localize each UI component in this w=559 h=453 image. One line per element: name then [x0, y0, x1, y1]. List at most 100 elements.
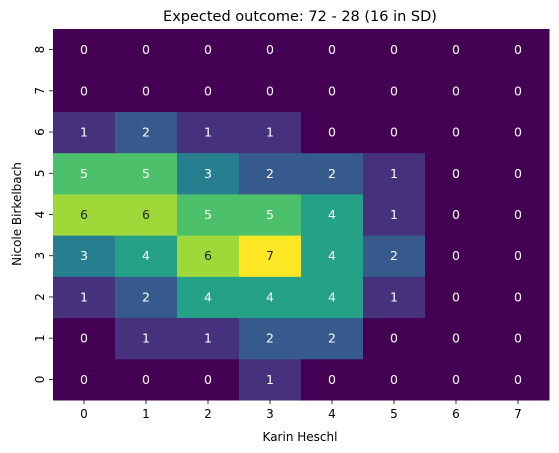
y-tick-label: 6: [33, 128, 47, 136]
y-tick-label: 4: [33, 211, 47, 219]
heatmap-cell-label: 5: [80, 166, 88, 181]
heatmap-cell-label: 1: [80, 125, 88, 140]
heatmap-cell: [301, 111, 364, 154]
heatmap-cell: [425, 276, 488, 319]
heatmap-cell-label: 0: [514, 125, 522, 140]
heatmap-cell: [53, 235, 116, 277]
heatmap-cell: [487, 235, 550, 277]
heatmap-cell-label: 0: [328, 42, 336, 57]
heatmap-cell: [239, 358, 302, 401]
heatmap-cell-label: 2: [142, 125, 150, 140]
heatmap-cell-label: 0: [452, 166, 460, 181]
heatmap-cell: [239, 276, 302, 319]
heatmap-cell-label: 0: [80, 331, 88, 346]
x-tick-label: 1: [142, 407, 150, 421]
heatmap-cell: [363, 70, 426, 112]
heatmap-cell: [53, 152, 116, 195]
heatmap-cell: [487, 70, 550, 112]
heatmap-cell: [363, 193, 426, 236]
heatmap-cell: [301, 276, 364, 319]
heatmap-cell: [177, 70, 240, 112]
y-tick-label: 8: [33, 46, 47, 54]
heatmap-cell: [301, 235, 364, 277]
heatmap-cell-label: 1: [390, 166, 398, 181]
heatmap-cell: [363, 29, 426, 71]
heatmap-cell: [115, 317, 178, 360]
heatmap-cell: [363, 358, 426, 401]
heatmap-cell: [425, 317, 488, 360]
heatmap-cell-label: 4: [328, 207, 336, 222]
heatmap-cell: [177, 152, 240, 195]
heatmap-cell-label: 0: [80, 83, 88, 98]
x-tick-label: 4: [328, 407, 336, 421]
heatmap-cell: [301, 358, 364, 401]
heatmap-cell-label: 0: [452, 248, 460, 263]
heatmap-cell: [363, 317, 426, 360]
heatmap-cell-label: 0: [80, 372, 88, 387]
heatmap-cell: [239, 111, 302, 154]
heatmap-cell: [487, 111, 550, 154]
heatmap-cell: [115, 111, 178, 154]
heatmap-cell-label: 0: [142, 83, 150, 98]
chart-title: Expected outcome: 72 - 28 (16 in SD): [163, 9, 437, 25]
heatmap-cell-label: 6: [142, 207, 150, 222]
heatmap-cell-label: 2: [390, 248, 398, 263]
heatmap-cell: [53, 111, 116, 154]
heatmap-cell-label: 0: [452, 42, 460, 57]
heatmap-cell: [487, 193, 550, 236]
y-tick-label: 2: [33, 293, 47, 301]
heatmap-cell: [425, 193, 488, 236]
heatmap-cell: [239, 235, 302, 277]
heatmap-cell: [425, 29, 488, 71]
heatmap-cell-label: 7: [266, 248, 274, 263]
heatmap-cell-label: 0: [390, 331, 398, 346]
heatmap-cell-label: 0: [390, 42, 398, 57]
y-axis-ticks: 0 1 2 3 4 5 6 7 8: [33, 46, 53, 383]
heatmap-cell-label: 0: [390, 372, 398, 387]
heatmap-cell-label: 0: [80, 42, 88, 57]
y-tick-label: 0: [33, 376, 47, 384]
heatmap-cell-label: 5: [266, 207, 274, 222]
heatmap-cell-label: 6: [204, 248, 212, 263]
heatmap-cell: [53, 276, 116, 319]
heatmap-cell-label: 2: [328, 166, 336, 181]
heatmap-cell: [301, 29, 364, 71]
heatmap-cell-label: 1: [204, 331, 212, 346]
heatmap-cell-label: 1: [390, 207, 398, 222]
x-tick-label: 6: [452, 407, 460, 421]
heatmap-cell-label: 0: [266, 42, 274, 57]
heatmap-cell: [363, 152, 426, 195]
heatmap-cell-label: 0: [142, 372, 150, 387]
heatmap-cell-label: 0: [204, 42, 212, 57]
heatmap-cell: [115, 70, 178, 112]
heatmap-cell-label: 0: [204, 83, 212, 98]
y-tick-label: 5: [33, 169, 47, 177]
heatmap-cell-label: 0: [390, 83, 398, 98]
heatmap-cell-label: 0: [328, 125, 336, 140]
heatmap-cell: [177, 358, 240, 401]
heatmap-cell: [301, 152, 364, 195]
x-axis-label: Karin Heschl: [263, 430, 338, 444]
x-tick-label: 3: [266, 407, 274, 421]
heatmap-cell: [115, 235, 178, 277]
y-tick-label: 7: [33, 87, 47, 95]
heatmap-cell: [239, 70, 302, 112]
heatmap-cell-label: 5: [204, 207, 212, 222]
heatmap-cell: [487, 276, 550, 319]
heatmap-cell: [301, 193, 364, 236]
heatmap-cell: [487, 29, 550, 71]
heatmap-cell: [53, 317, 116, 360]
x-tick-label: 2: [204, 407, 212, 421]
heatmap-cell-label: 0: [514, 331, 522, 346]
x-tick-label: 7: [514, 407, 522, 421]
heatmap-cell: [53, 29, 116, 71]
heatmap-cell: [487, 358, 550, 401]
heatmap-cell: [363, 235, 426, 277]
heatmap-cell: [239, 29, 302, 71]
heatmap-cell: [115, 358, 178, 401]
heatmap-cell-label: 1: [266, 372, 274, 387]
heatmap-cell-label: 4: [328, 248, 336, 263]
heatmap-cell-label: 3: [204, 166, 212, 181]
heatmap-cell-label: 0: [452, 372, 460, 387]
